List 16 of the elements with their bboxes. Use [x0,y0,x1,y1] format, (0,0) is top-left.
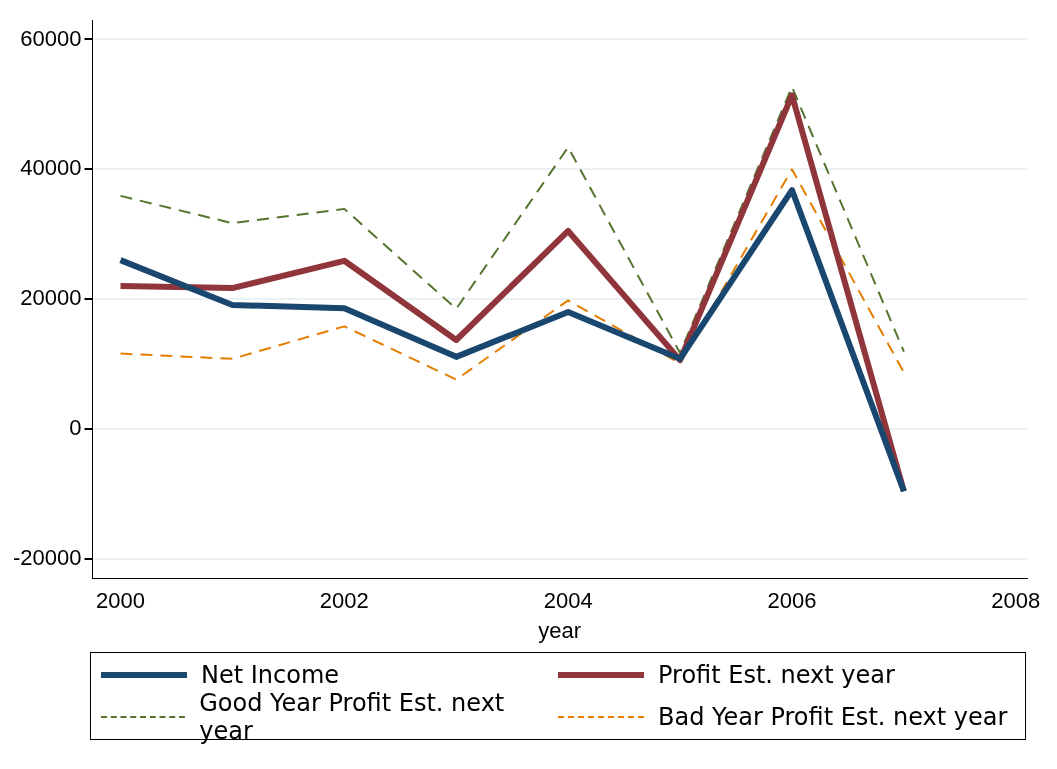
x-tick-label: 2000 [96,588,145,614]
legend-label: Net Income [201,661,340,689]
x-tick-label: 2002 [319,588,369,614]
y-tick-label: 20000 [20,285,82,311]
x-axis-title: year [538,617,582,643]
y-tick-label: 0 [69,414,82,440]
x-tick-label: 2004 [543,588,593,614]
x-tick-label: 2006 [767,588,817,614]
legend-label: Profit Est. next year [658,661,895,689]
legend-label: Good Year Profit Est. next year [199,689,506,745]
line-series [119,168,905,381]
y-tick-label: 40000 [20,155,82,181]
y-tick-label: -20000 [12,544,82,570]
y-tick-label: 60000 [20,25,82,51]
legend-label: Bad Year Profit Est. next year [658,703,1008,731]
x-tick-label: 2008 [991,588,1041,614]
